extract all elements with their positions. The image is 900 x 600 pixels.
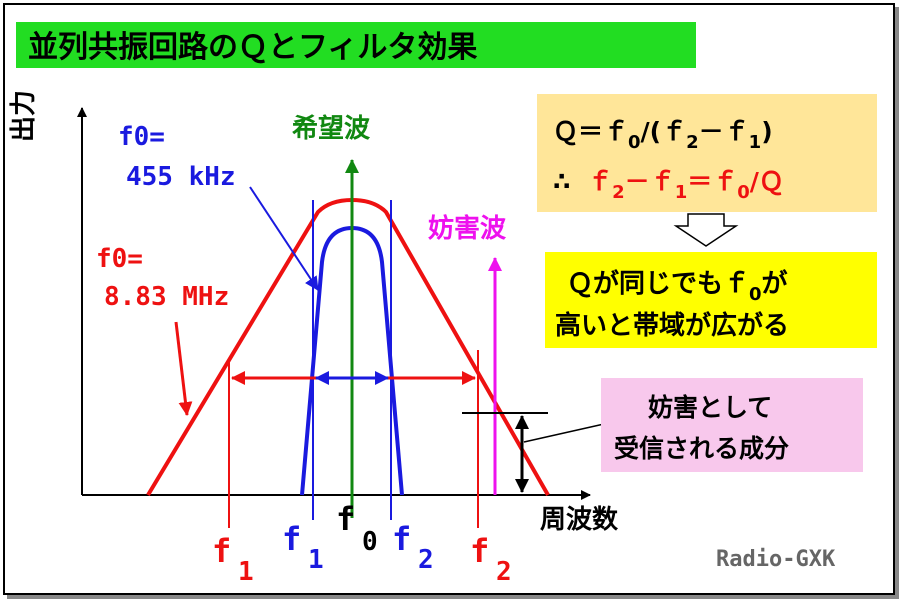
blue-f0-value: 455 kHz [126,162,236,192]
red-f1-sub: 1 [238,557,254,587]
interference-note-box [601,378,863,472]
red-f0-eq: f0= [96,244,143,274]
down-arrow-icon [673,213,739,247]
formula-div: /(ｆ [641,117,687,146]
formula2-f2: ｆ [587,167,612,196]
note-line1: 妨害として [648,393,772,422]
formula2-sub1: 1 [675,182,688,203]
conclusion-box [545,252,877,348]
formula-line1: Ｑ＝ｆ0/(ｆ2－ｆ1) [553,117,773,153]
blue-f0-eq: f0= [118,122,165,152]
interference-signal-label: 妨害波 [428,213,507,244]
red-f0-value: 8.83 MHz [104,282,229,312]
red-label-pointer [174,321,193,416]
blue-label-pointer [249,186,319,291]
formula2-q: /Ｑ [750,167,784,196]
formula-sub-1: 1 [749,132,762,153]
red-f1-letter: f [212,532,231,570]
red-f2-sub: 2 [496,557,512,587]
formula-close: ) [761,117,772,146]
title-box [16,22,696,68]
formula2-sub2: 2 [612,182,625,203]
wide-response-curve [146,197,550,497]
formula-sub-0: 0 [628,132,641,153]
formula-line2: ∴ ｆ2－ｆ1＝ｆ0/Ｑ [553,167,784,203]
blue-f2-sub: 2 [418,545,434,575]
formula-minus: －ｆ [699,117,749,146]
formula2-sub0: 0 [737,182,750,203]
formula-box [537,94,877,212]
x-axis-label: 周波数 [540,505,619,535]
formula-sub-2: 2 [686,132,699,153]
note-pointer [523,423,605,443]
desired-signal-label: 希望波 [292,113,371,144]
formula-q-eq: Ｑ＝ｆ [553,117,628,146]
blue-f0-label: f0= [118,122,165,152]
credit-text: Radio-GXK [716,547,836,572]
conclusion-ga: が [762,268,788,299]
formula2-minus: －ｆ [625,167,675,196]
blue-f2-letter: f [392,520,411,558]
formula2-eq: ＝ｆ [687,167,737,196]
diagram-title: 並列共振回路のＱとフィルタ効果 [28,30,477,65]
f0-sub: 0 [362,527,378,557]
conclusion-line2: 高いと帯域が広がる [555,310,789,341]
conclusion-q: Ｑが同じでもｆ [567,268,749,299]
f0-letter: f [336,500,355,538]
blue-f1-letter: f [282,520,301,558]
therefore-symbol: ∴ [553,167,570,196]
note-line2: 受信される成分 [614,434,789,463]
red-f2-letter: f [470,532,489,570]
conclusion-line1: Ｑが同じでもｆ0が [567,268,788,305]
blue-f1-sub: 1 [308,545,324,575]
conclusion-sub0: 0 [749,284,762,305]
y-axis-label: 出力 [9,90,39,142]
